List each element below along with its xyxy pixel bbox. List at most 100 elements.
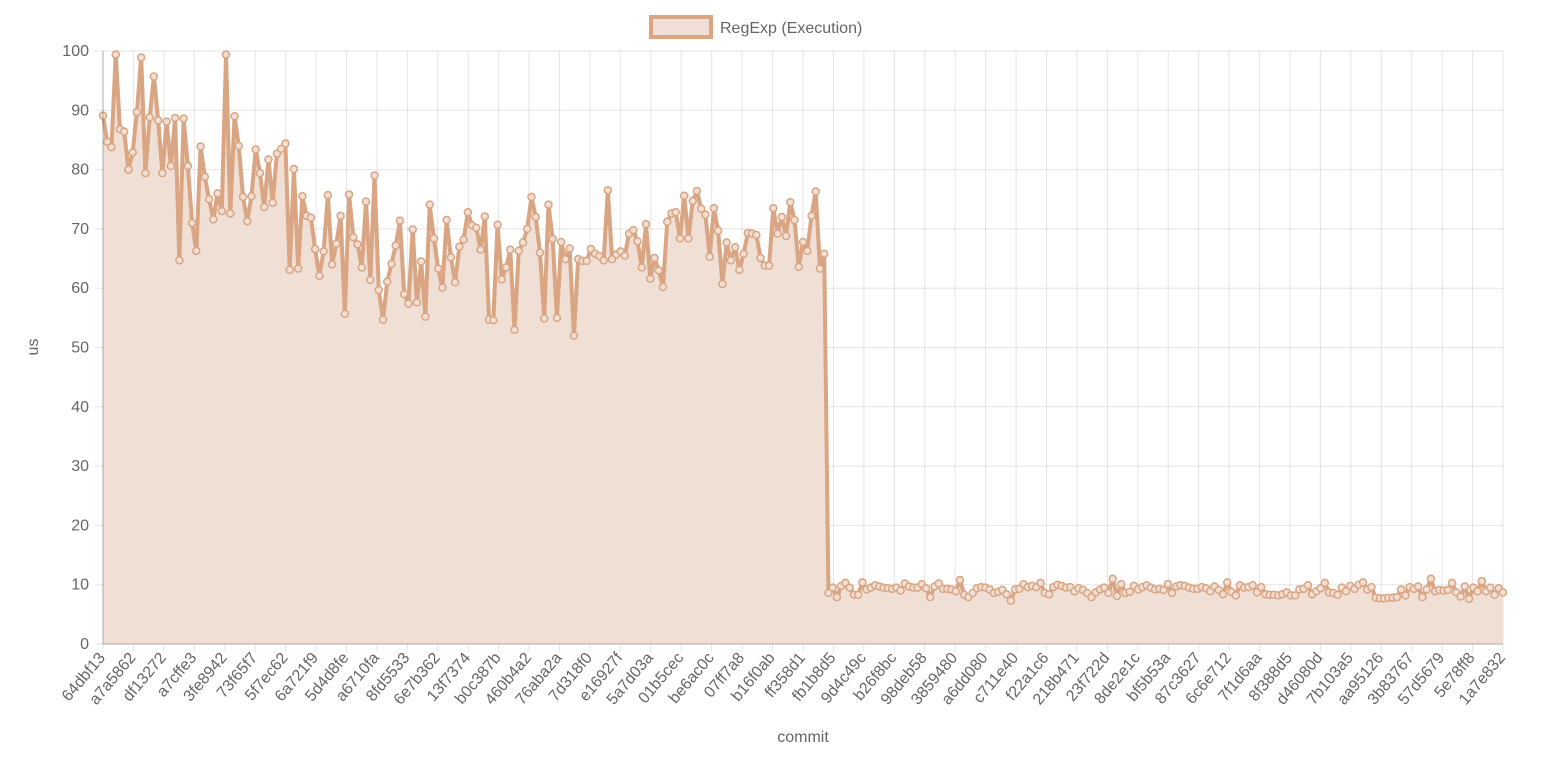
- data-point[interactable]: [132, 107, 142, 117]
- data-point[interactable]: [497, 275, 507, 284]
- data-point[interactable]: [124, 165, 133, 174]
- data-point[interactable]: [251, 145, 260, 154]
- data-point[interactable]: [242, 216, 252, 226]
- data-point[interactable]: [187, 218, 197, 228]
- data-point[interactable]: [1460, 582, 1470, 591]
- data-point[interactable]: [701, 210, 710, 219]
- data-point[interactable]: [145, 113, 154, 122]
- data-point[interactable]: [599, 256, 608, 265]
- data-point[interactable]: [769, 203, 778, 213]
- data-point[interactable]: [921, 584, 931, 593]
- data-point[interactable]: [637, 263, 647, 272]
- data-point[interactable]: [1498, 588, 1508, 597]
- data-point[interactable]: [654, 266, 664, 275]
- data-point[interactable]: [310, 244, 320, 254]
- data-point[interactable]: [1163, 579, 1173, 589]
- data-point[interactable]: [518, 238, 528, 247]
- data-point[interactable]: [192, 246, 201, 256]
- data-point[interactable]: [646, 274, 655, 283]
- data-point[interactable]: [226, 209, 235, 218]
- data-point[interactable]: [506, 245, 515, 254]
- data-point[interactable]: [565, 244, 574, 253]
- data-point[interactable]: [510, 325, 519, 334]
- data-point[interactable]: [1316, 584, 1325, 593]
- data-point[interactable]: [569, 331, 579, 340]
- data-point[interactable]: [378, 315, 388, 324]
- data-point[interactable]: [832, 592, 842, 602]
- data-point[interactable]: [726, 256, 736, 265]
- data-point[interactable]: [450, 278, 460, 287]
- data-point[interactable]: [1456, 592, 1465, 601]
- data-point[interactable]: [209, 215, 218, 224]
- legend-label[interactable]: RegExp (Execution): [720, 20, 862, 37]
- data-point[interactable]: [1443, 585, 1453, 595]
- data-point[interactable]: [819, 249, 829, 259]
- data-point[interactable]: [671, 208, 680, 217]
- data-point[interactable]: [620, 251, 630, 260]
- data-point[interactable]: [790, 215, 799, 225]
- legend-swatch[interactable]: [649, 15, 713, 39]
- data-point[interactable]: [455, 242, 464, 251]
- data-point[interactable]: [896, 586, 905, 595]
- data-point[interactable]: [514, 246, 524, 256]
- data-point[interactable]: [387, 259, 396, 269]
- data-point[interactable]: [1396, 585, 1406, 594]
- data-point[interactable]: [438, 283, 447, 292]
- data-point[interactable]: [1116, 579, 1126, 589]
- data-point[interactable]: [1108, 574, 1117, 584]
- data-point[interactable]: [561, 254, 570, 264]
- data-point[interactable]: [247, 192, 256, 201]
- data-point[interactable]: [853, 590, 863, 600]
- data-point[interactable]: [794, 262, 804, 272]
- data-point[interactable]: [773, 229, 782, 238]
- data-point[interactable]: [1477, 576, 1487, 586]
- data-point[interactable]: [374, 285, 384, 295]
- data-point[interactable]: [501, 263, 511, 272]
- data-point[interactable]: [1422, 585, 1431, 594]
- data-point[interactable]: [1490, 590, 1499, 600]
- data-point[interactable]: [255, 168, 265, 178]
- data-point[interactable]: [688, 196, 697, 206]
- data-point[interactable]: [395, 216, 405, 225]
- data-point[interactable]: [166, 161, 176, 171]
- data-point[interactable]: [1006, 596, 1016, 605]
- data-point[interactable]: [1112, 591, 1122, 601]
- data-point[interactable]: [756, 253, 765, 263]
- data-point[interactable]: [179, 114, 188, 123]
- data-point[interactable]: [221, 50, 231, 59]
- data-point[interactable]: [162, 117, 171, 126]
- data-point[interactable]: [315, 271, 324, 280]
- data-point[interactable]: [136, 53, 146, 62]
- data-point[interactable]: [196, 142, 205, 151]
- data-point[interactable]: [658, 282, 668, 292]
- data-point[interactable]: [111, 50, 120, 59]
- data-point[interactable]: [391, 241, 400, 250]
- data-point[interactable]: [752, 230, 761, 240]
- data-point[interactable]: [238, 192, 248, 202]
- data-point[interactable]: [684, 234, 693, 243]
- data-point[interactable]: [399, 289, 409, 299]
- data-point[interactable]: [183, 161, 193, 171]
- data-point[interactable]: [264, 155, 273, 164]
- data-point[interactable]: [705, 252, 714, 262]
- data-point[interactable]: [141, 168, 150, 178]
- data-point[interactable]: [480, 212, 490, 221]
- data-point[interactable]: [408, 225, 417, 234]
- data-point[interactable]: [934, 579, 944, 588]
- data-point[interactable]: [709, 203, 719, 213]
- data-point[interactable]: [119, 127, 129, 136]
- data-point[interactable]: [361, 197, 371, 206]
- data-point[interactable]: [170, 113, 180, 123]
- data-point[interactable]: [735, 265, 744, 275]
- data-point[interactable]: [713, 226, 723, 235]
- data-point[interactable]: [425, 200, 434, 209]
- data-point[interactable]: [1252, 588, 1262, 597]
- data-point[interactable]: [535, 248, 545, 257]
- data-point[interactable]: [213, 189, 222, 198]
- data-point[interactable]: [327, 260, 337, 269]
- data-point[interactable]: [128, 148, 137, 157]
- data-point[interactable]: [459, 235, 468, 244]
- data-point[interactable]: [442, 215, 451, 225]
- data-point[interactable]: [718, 279, 727, 289]
- data-point[interactable]: [230, 111, 239, 121]
